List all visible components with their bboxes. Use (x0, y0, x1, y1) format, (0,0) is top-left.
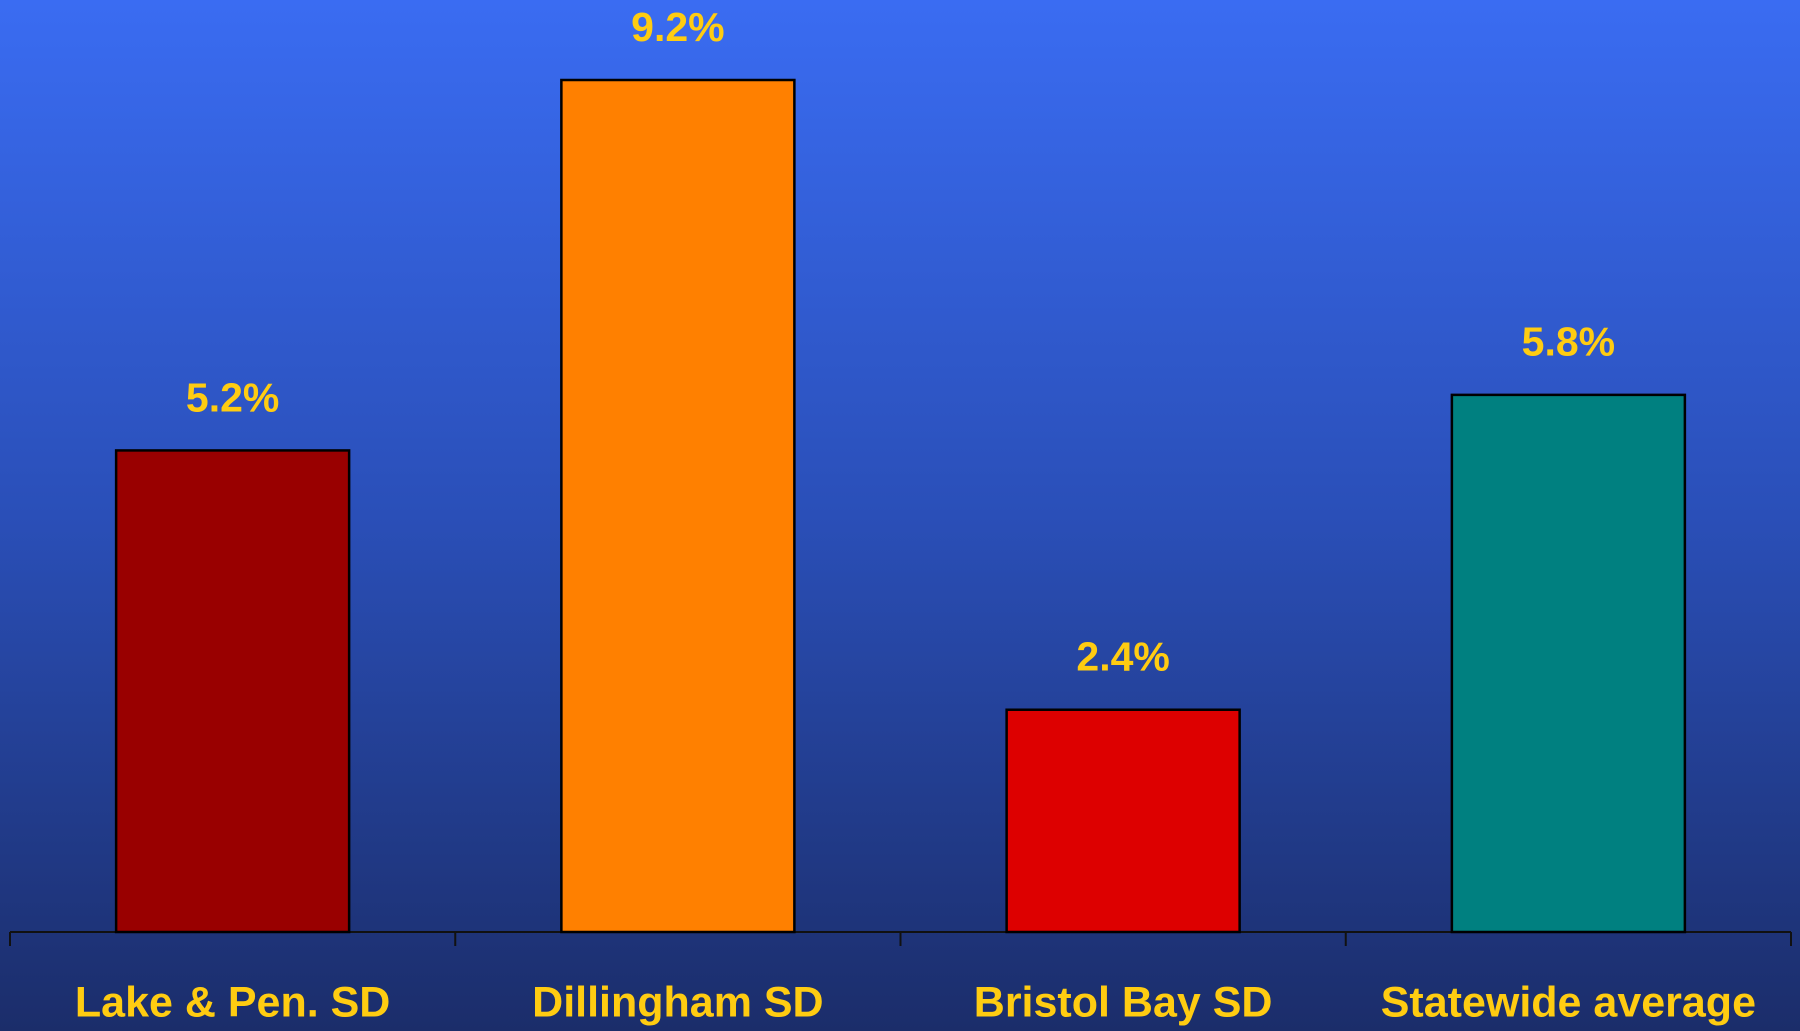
bar (560, 78, 796, 934)
value-label: 5.8% (1522, 319, 1615, 365)
x-tick-label: Statewide average (1381, 978, 1756, 1026)
value-label: 9.2% (631, 4, 724, 50)
x-tick-label: Dillingham SD (532, 978, 823, 1026)
bar (114, 449, 351, 934)
value-label: 2.4% (1076, 634, 1169, 680)
bar (1450, 393, 1687, 934)
bar (1005, 708, 1241, 934)
x-tick-label: Lake & Pen. SD (75, 978, 390, 1026)
x-tick-label: Bristol Bay SD (974, 978, 1273, 1026)
value-label: 5.2% (186, 374, 279, 420)
